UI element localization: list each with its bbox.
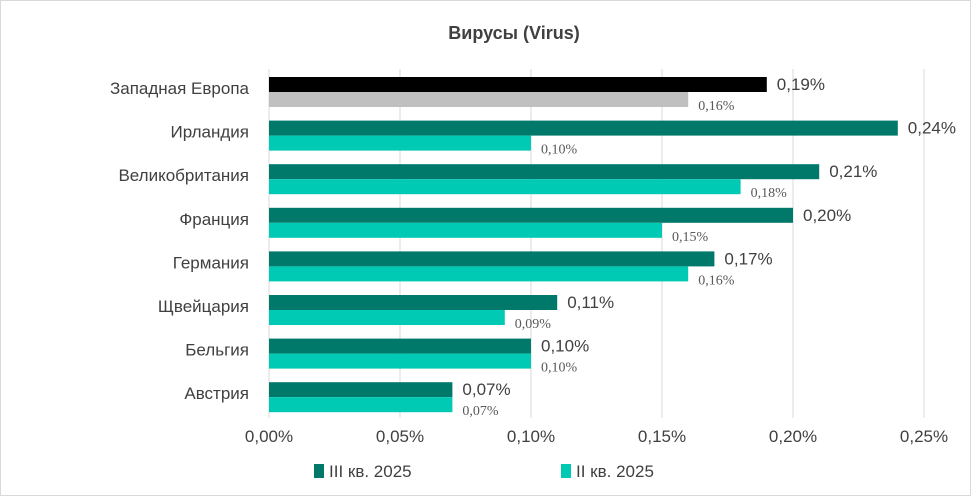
legend-label-q3-2025: III кв. 2025 [329, 462, 412, 481]
bar-q3-2025 [269, 251, 715, 267]
category-label: Ирландия [171, 123, 249, 142]
category-label: Западная Европа [110, 79, 250, 98]
data-label-q3-2025: 0,19% [777, 75, 825, 94]
data-label-q3-2025: 0,17% [724, 249, 772, 268]
bar-q3-2025 [269, 120, 898, 136]
x-tick-label: 0,00% [245, 427, 293, 446]
bar-q3-2025 [269, 338, 531, 354]
bar-q2-2025 [269, 397, 453, 413]
x-tick-label: 0,15% [638, 427, 686, 446]
data-labels: 0,19% 0,16% 0,24% 0,10% 0,21% 0,18% 0,20% 0,15%… [462, 75, 956, 419]
bar-q2-2025 [269, 92, 689, 107]
category-label: Австрия [184, 384, 249, 403]
data-label-q2-2025: 0,18% [751, 186, 788, 201]
bar-q3-2025 [269, 295, 558, 310]
category-labels: Западная Европа Ирландия Великобритания Фра… [110, 79, 250, 403]
bar-q2-2025 [269, 135, 531, 151]
bar-q2-2025 [269, 353, 531, 369]
category-label: Щвейцария [158, 297, 249, 316]
bar-q3-2025 [269, 164, 820, 180]
data-label-q2-2025: 0,10% [541, 143, 578, 158]
category-label: Великобритания [118, 166, 249, 185]
data-label-q2-2025: 0,16% [698, 273, 735, 288]
bar-q3-2025 [269, 207, 793, 223]
legend-swatch-q3-2025 [314, 464, 324, 478]
category-label: Бельгия [185, 341, 249, 360]
x-tick-label: 0,25% [900, 427, 948, 446]
data-label-q2-2025: 0,16% [698, 99, 735, 114]
legend-label-q2-2025: II кв. 2025 [576, 462, 654, 481]
data-label-q2-2025: 0,15% [672, 230, 709, 245]
data-label-q3-2025: 0,20% [803, 206, 851, 225]
bar-q2-2025 [269, 222, 662, 238]
x-tick-label: 0,10% [507, 427, 555, 446]
bar-q2-2025 [269, 310, 505, 325]
data-label-q2-2025: 0,07% [462, 404, 499, 419]
bar-q3-2025 [269, 77, 767, 92]
data-label-q2-2025: 0,10% [541, 361, 578, 376]
category-label: Франция [179, 210, 249, 229]
category-label: Германия [173, 253, 249, 272]
legend: III кв. 2025 II кв. 2025 [314, 462, 654, 481]
chart-title: Вирусы (Virus) [448, 23, 579, 43]
x-tick-label: 0,20% [769, 427, 817, 446]
legend-swatch-q2-2025 [561, 464, 571, 478]
bar-q2-2025 [269, 266, 689, 282]
data-label-q3-2025: 0,21% [829, 162, 877, 181]
bars [269, 77, 898, 413]
data-label-q3-2025: 0,24% [908, 119, 956, 138]
x-tick-label: 0,05% [376, 427, 424, 446]
data-label-q3-2025: 0,10% [541, 337, 589, 356]
data-label-q3-2025: 0,11% [567, 293, 614, 312]
bar-q2-2025 [269, 179, 741, 195]
bar-q3-2025 [269, 382, 453, 398]
data-label-q3-2025: 0,07% [462, 380, 510, 399]
x-tick-labels: 0,00% 0,05% 0,10% 0,15% 0,20% 0,25% [245, 427, 948, 446]
data-label-q2-2025: 0,09% [515, 317, 552, 332]
